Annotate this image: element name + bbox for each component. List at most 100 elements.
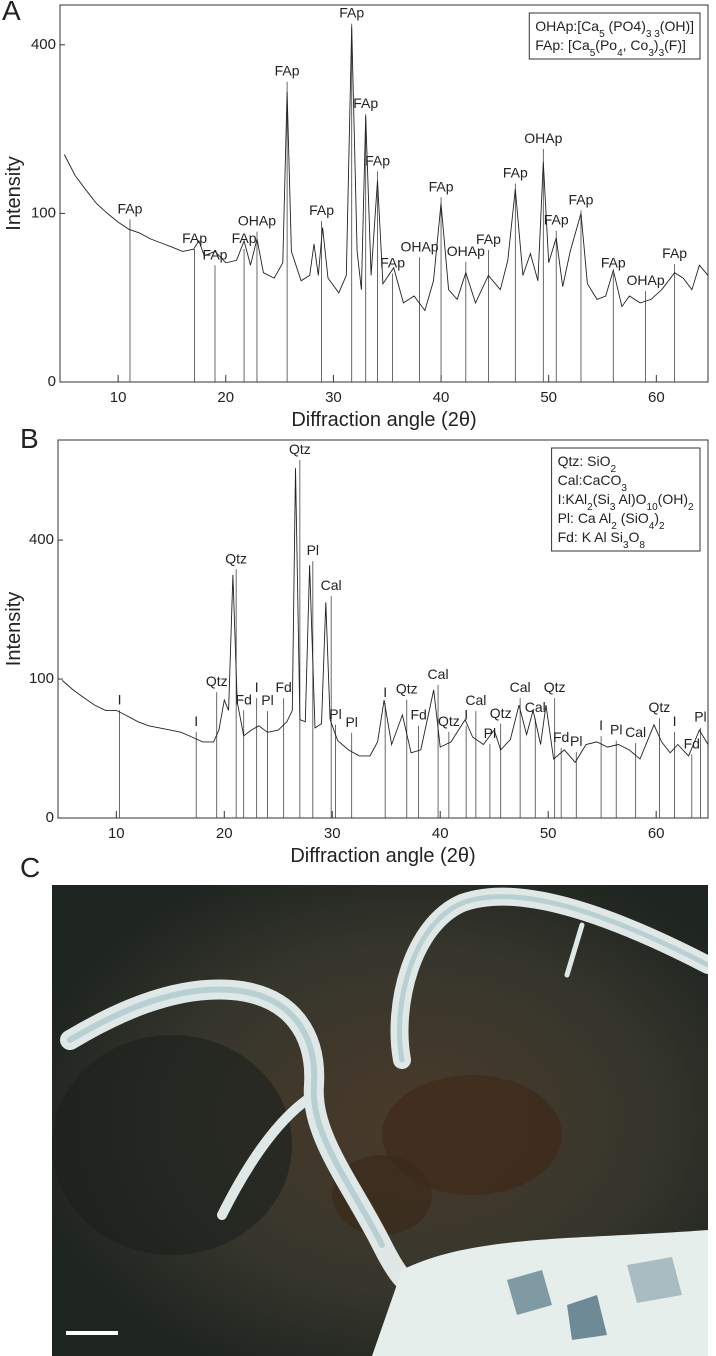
peak-label: I [118,691,122,707]
peak-label: Qtz [490,705,512,721]
legend-subscript: 10 [647,502,659,513]
peak-label: OHAp [400,238,438,254]
peak-label: Fd [410,707,426,723]
legend-text: O [629,529,640,545]
legend-text: OHAp:[Ca [535,18,599,34]
legend-box [551,447,701,552]
y-axis-label: Intensity [3,592,25,666]
legend-text: Cal:CaCO [558,472,622,488]
charts: A 0 100 400 10 20 30 40 50 60 Diffraction angle (2… [2,0,709,867]
peak-label: Qtz [544,679,566,695]
peak-label: FAp [203,246,228,262]
x-tick-label: 20 [217,389,234,406]
peak-label: Cal [465,692,486,708]
peak-label: FAp [601,255,626,271]
panel-label: B [20,423,39,454]
legend-entry: Pl: Ca Al2 (SiO4)2 [558,510,665,532]
peak-label: Pl [484,725,496,741]
peak-label: Pl [694,709,706,725]
legend-box [528,12,701,60]
x-tick-label: 40 [433,389,450,406]
legend-text: (OH) [658,491,688,507]
x-tick-label: 40 [432,825,449,842]
y-tick-label: 0 [46,809,54,826]
peak-label: Qtz [438,713,460,729]
peak-label: Fd [275,679,291,695]
peak-label: Qtz [206,673,228,689]
peak-label: FAp [569,191,594,207]
peak-label: I [673,713,677,729]
peak-label: FAp [182,230,207,246]
legend-subscript: 3 [621,483,627,494]
pattern-line [63,26,709,312]
legend-text: (PO4) [605,18,646,34]
peak-label: FAp [275,63,300,79]
x-axis-label: Diffraction angle (2θ) [290,845,475,867]
legend-text: ) [654,37,659,53]
x-tick-label: 50 [540,389,557,406]
peak-label: Pl [570,733,582,749]
y-tick-label: 400 [31,36,56,53]
peak-label: Cal [525,699,546,715]
legend-text: Fd: K Al Si [558,529,623,545]
peak-label: I [194,713,198,729]
dark-patch [52,1035,292,1255]
legend-text: (SiO [617,510,649,526]
peak-label: Pl [307,542,319,558]
legend-subscript: 2 [611,521,617,532]
legend-text: Qtz: SiO [558,453,611,469]
peak-label: FAp [365,152,390,168]
legend-subscript: 2 [688,502,694,513]
panel-label: C [20,852,41,883]
peak-label: FAp [118,200,143,216]
legend-text: I:KAl [558,491,588,507]
peak-label: FAp [232,230,257,246]
x-tick-label: 60 [648,825,665,842]
crystal [567,1295,607,1340]
scale-bar [66,1331,118,1335]
legend-subscript: 5 [590,48,596,59]
legend-text: (F)] [664,37,686,53]
pattern-line [62,468,709,764]
peak-label: OHAp [447,243,485,259]
peak-label: Cal [625,724,646,740]
peak-label: Qtz [225,550,247,566]
peak-label: FAp [429,178,454,194]
crystal [627,1257,682,1303]
y-tick-label: 400 [29,531,54,548]
legend-subscript: 2 [659,521,665,532]
legend-entry: Cal:CaCO3 [558,472,628,494]
peak-label: Pl [610,722,622,738]
legend-subscript: 3 [610,502,616,513]
x-axis-label: Diffraction angle (2θ) [291,409,476,431]
x-tick-label: 30 [324,825,341,842]
peak-label: Cal [510,679,531,695]
legend-text: Al)O [615,491,646,507]
peak-label: FAp [544,212,569,228]
legend-text: (Po [595,37,617,53]
legend-subscript: 3 [648,48,654,59]
legend-subscript: 4 [617,48,623,59]
panel-label: A [2,0,21,26]
x-tick-label: 10 [108,825,125,842]
legend-entry: Fd: K Al Si3O8 [558,529,646,551]
legend-subscript: 4 [649,521,655,532]
dark-patch [382,1075,562,1195]
legend-text: FAp: [Ca [535,37,590,53]
legend-subscript: 2 [611,464,617,475]
peak-label: FAp [476,231,501,247]
peak-label: I [464,707,468,723]
legend-subscript: 2 [587,502,593,513]
y-axis-label: Intensity [3,156,25,230]
peak-label: Cal [321,577,342,593]
y-tick-label: 100 [31,204,56,221]
crystal [507,1270,552,1315]
peak-label: FAp [380,255,405,271]
legend-entry: I:KAl2(Si3 Al)O10(OH)2 [558,491,694,513]
plot-frame [57,439,709,819]
peak-label: Pl [261,692,273,708]
peak-label: I [599,717,603,733]
peak-label: Pl [329,706,341,722]
